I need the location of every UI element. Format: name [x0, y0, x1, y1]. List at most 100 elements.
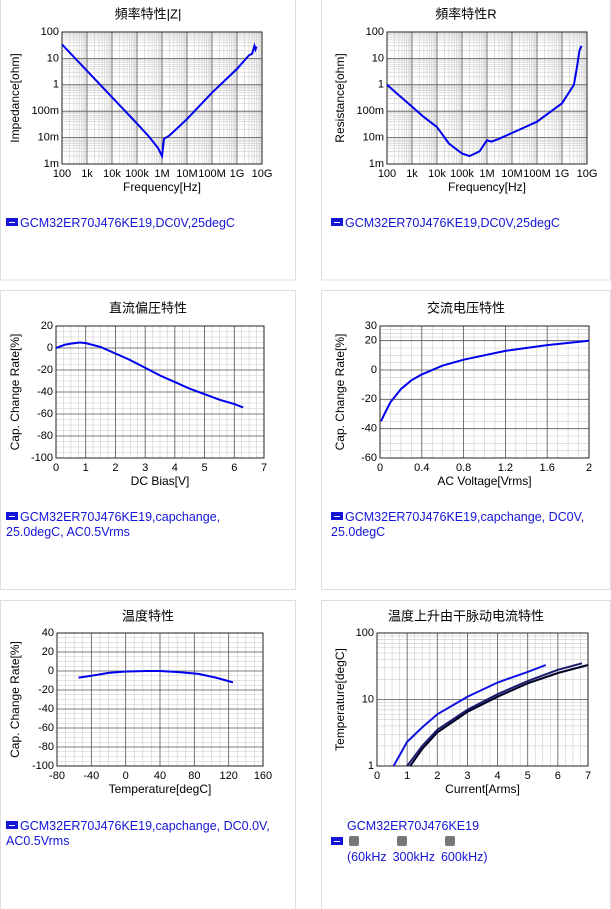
- legend-icon: [6, 821, 18, 829]
- x-axis-label: DC Bias[V]: [131, 474, 190, 488]
- y-tick-label: -40: [37, 386, 53, 398]
- y-tick-label: 10: [372, 52, 384, 64]
- x-tick-label: 5: [202, 462, 208, 474]
- x-tick-label: -80: [49, 770, 65, 782]
- plot-frame: [376, 632, 589, 767]
- x-tick-label: 1.6: [540, 462, 555, 474]
- x-axis-label: Frequency[Hz]: [448, 180, 526, 194]
- x-tick-label: 10M: [501, 168, 522, 180]
- legend: GCM32ER70J476KE19,DC0V,25degC: [331, 216, 601, 231]
- x-tick-label: 100k: [450, 168, 474, 180]
- x-tick-label: -40: [83, 770, 99, 782]
- y-axis-label: Temperature[degC]: [333, 648, 347, 751]
- legend-entry: 600kHz): [440, 850, 488, 864]
- x-tick-label: 3: [464, 770, 470, 782]
- legend-icon: [6, 512, 18, 520]
- plot-frame: [56, 632, 264, 767]
- data-line: [61, 42, 258, 160]
- y-tick-label: -100: [32, 760, 54, 772]
- y-tick-label: 10m: [38, 132, 59, 144]
- legend-checks: [331, 835, 601, 850]
- legend-text: GCM32ER70J476KE19,DC0V,25degC: [345, 216, 560, 230]
- plot-frame: [55, 325, 265, 459]
- data-line: [392, 664, 547, 767]
- y-tick-label: 1: [378, 79, 384, 91]
- legend: GCM32ER70J476KE19,capchange, 25.0degC, A…: [6, 510, 276, 540]
- y-tick-label: -20: [361, 393, 377, 405]
- chart-title: 頻率特性|Z|: [115, 6, 182, 21]
- x-tick-label: 0.8: [456, 462, 471, 474]
- y-axis-label: Impedance[ohm]: [8, 53, 22, 142]
- plot-frame: [386, 31, 588, 165]
- x-axis-label: Current[Arms]: [445, 782, 520, 796]
- x-tick-label: 2: [112, 462, 118, 474]
- x-tick-label: 100M: [198, 168, 226, 180]
- data-line: [406, 662, 583, 767]
- x-tick-label: 100M: [523, 168, 551, 180]
- y-tick-label: -60: [37, 408, 53, 420]
- legend-entry: (60kHz: [347, 850, 387, 864]
- x-tick-label: 7: [585, 770, 591, 782]
- y-tick-label: 20: [41, 320, 53, 332]
- x-tick-label: 10k: [103, 168, 121, 180]
- x-tick-label: 0: [374, 770, 380, 782]
- x-tick-label: 160: [254, 770, 272, 782]
- y-axis-label: Resistance[ohm]: [333, 53, 347, 142]
- chart-title: 直流偏圧特性: [109, 300, 187, 315]
- x-axis-label: Temperature[degC]: [109, 782, 212, 796]
- y-tick-label: 10: [47, 52, 59, 64]
- data-line: [78, 670, 234, 684]
- x-tick-label: 1M: [154, 168, 169, 180]
- x-tick-label: 2: [434, 770, 440, 782]
- legend-names: (60kHz 300kHz 600kHz): [347, 850, 611, 865]
- x-tick-label: 10G: [252, 168, 273, 180]
- legend-icon: [331, 512, 343, 520]
- y-tick-label: 0: [371, 364, 377, 376]
- y-tick-label: 40: [42, 627, 54, 639]
- x-tick-label: 100: [53, 168, 71, 180]
- x-axis-label: Frequency[Hz]: [123, 180, 201, 194]
- x-tick-label: 40: [154, 770, 166, 782]
- y-tick-label: 0: [48, 665, 54, 677]
- x-tick-label: 1.2: [498, 462, 513, 474]
- legend: GCM32ER70J476KE19: [331, 819, 611, 834]
- x-tick-label: 1G: [230, 168, 245, 180]
- x-tick-label: 7: [261, 462, 267, 474]
- x-tick-label: 2: [586, 462, 592, 474]
- checkbox[interactable]: [397, 836, 407, 846]
- legend: GCM32ER70J476KE19,DC0V,25degC: [6, 216, 276, 231]
- checkbox[interactable]: [445, 836, 455, 846]
- legend-text: GCM32ER70J476KE19,capchange, 25.0degC, A…: [6, 510, 221, 539]
- plot-frame: [379, 325, 590, 459]
- checkbox[interactable]: [349, 836, 359, 846]
- legend-text: GCM32ER70J476KE19,capchange, DC0.0V, AC0…: [6, 819, 270, 848]
- y-tick-label: -80: [37, 430, 53, 442]
- x-tick-label: 100: [378, 168, 396, 180]
- legend-text: GCM32ER70J476KE19: [347, 819, 480, 833]
- legend-icon: [6, 218, 18, 226]
- plot-frame: [61, 31, 263, 165]
- y-tick-label: -40: [361, 423, 377, 435]
- data-line: [55, 341, 244, 409]
- chart-title: 温度上升由干脉动电流特性: [388, 608, 544, 623]
- y-tick-label: 30: [365, 320, 377, 332]
- data-line: [409, 664, 589, 767]
- legend: GCM32ER70J476KE19,capchange, DC0V, 25.0d…: [331, 510, 601, 540]
- x-tick-label: 0: [53, 462, 59, 474]
- legend-text: GCM32ER70J476KE19,capchange, DC0V, 25.0d…: [331, 510, 585, 539]
- y-tick-label: -20: [38, 684, 54, 696]
- legend: GCM32ER70J476KE19,capchange, DC0.0V, AC0…: [6, 819, 276, 849]
- x-tick-label: 5: [525, 770, 531, 782]
- y-tick-label: 20: [42, 646, 54, 658]
- legend-icon: [331, 218, 343, 226]
- x-tick-label: 120: [219, 770, 237, 782]
- y-tick-label: -40: [38, 703, 54, 715]
- panel: [0, 290, 296, 590]
- y-tick-label: 100m: [356, 105, 384, 117]
- legend-text: GCM32ER70J476KE19,DC0V,25degC: [20, 216, 235, 230]
- y-tick-label: -60: [361, 452, 377, 464]
- y-tick-label: 100m: [31, 105, 59, 117]
- y-tick-label: -20: [37, 364, 53, 376]
- y-tick-label: 1: [368, 760, 374, 772]
